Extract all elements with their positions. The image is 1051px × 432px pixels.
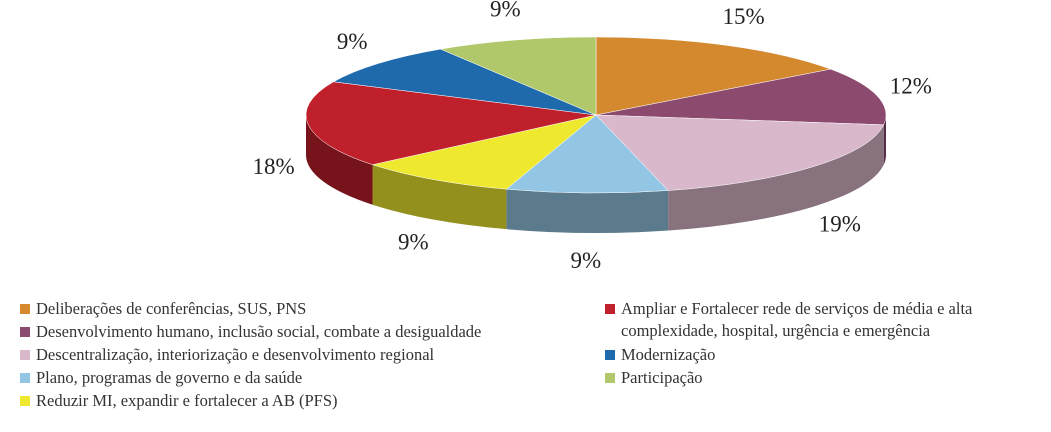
slice (371, 114, 597, 190)
slice (439, 36, 597, 116)
data-label: 9% (570, 248, 601, 273)
data-label: 9% (490, 0, 521, 22)
legend-label: Ampliar e Fortalecer rede de serviços de… (621, 299, 973, 340)
legend-label: Descentralização, interiorização e desen… (36, 345, 435, 364)
data-label: 15% (722, 4, 764, 29)
data-label: 19% (819, 212, 861, 237)
legend-label: Reduzir MI, expandir e fortalecer a AB (… (36, 391, 338, 410)
legend-label: Participação (621, 368, 703, 387)
slice (595, 68, 887, 126)
data-label: 12% (890, 73, 932, 98)
legend-swatch (20, 304, 30, 314)
legend-swatch (605, 304, 615, 314)
legend-swatch (20, 350, 30, 360)
data-label: 9% (337, 29, 368, 54)
slice (505, 114, 669, 194)
data-label: 18% (252, 154, 294, 179)
legend-swatch (20, 327, 30, 337)
slice (595, 36, 832, 116)
legend-swatch (605, 350, 615, 360)
slice-side (372, 164, 507, 230)
legend-label: Desenvolvimento humano, inclusão social,… (36, 322, 482, 341)
slice-side (306, 115, 373, 205)
legend-swatch (20, 373, 30, 383)
legend-swatch (605, 373, 615, 383)
data-label: 9% (398, 230, 429, 255)
chart: 15% 12% 19% 9% 9% 18% 9% 9% (252, 0, 932, 273)
legend-label: Deliberações de conferências, SUS, PNS (36, 299, 307, 318)
slice (332, 48, 597, 116)
slice (595, 114, 885, 191)
legend-label: Plano, programas de governo e da saúde (36, 368, 303, 387)
slice (305, 81, 597, 165)
slice-side (883, 115, 886, 165)
slice-side (668, 124, 884, 231)
slice-side (506, 189, 669, 233)
legend-label: Modernização (621, 345, 716, 364)
legend-swatch (20, 396, 30, 406)
